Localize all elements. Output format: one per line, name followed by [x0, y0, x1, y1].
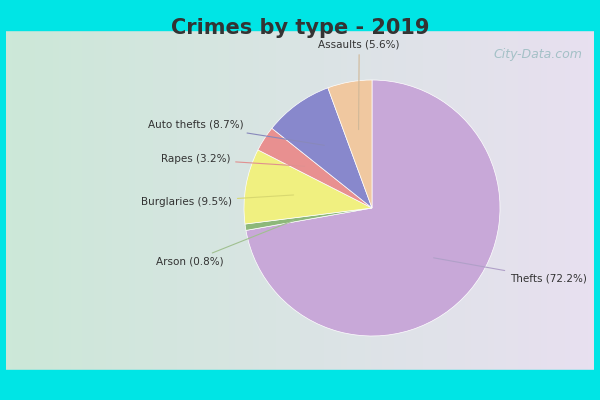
Wedge shape [258, 128, 372, 208]
Bar [0, 370, 600, 400]
Wedge shape [272, 88, 372, 208]
Text: City-Data.com: City-Data.com [493, 48, 582, 61]
Text: Burglaries (9.5%): Burglaries (9.5%) [141, 195, 293, 206]
Text: Auto thefts (8.7%): Auto thefts (8.7%) [148, 120, 325, 145]
Text: Crimes by type - 2019: Crimes by type - 2019 [171, 18, 429, 38]
Wedge shape [245, 208, 372, 230]
Text: Rapes (3.2%): Rapes (3.2%) [161, 154, 305, 166]
Bar [0, 0, 600, 30]
Wedge shape [246, 80, 500, 336]
Wedge shape [244, 150, 372, 224]
Text: Thefts (72.2%): Thefts (72.2%) [434, 258, 587, 283]
Wedge shape [328, 80, 372, 208]
Text: Assaults (5.6%): Assaults (5.6%) [319, 39, 400, 130]
Text: Arson (0.8%): Arson (0.8%) [157, 220, 293, 267]
